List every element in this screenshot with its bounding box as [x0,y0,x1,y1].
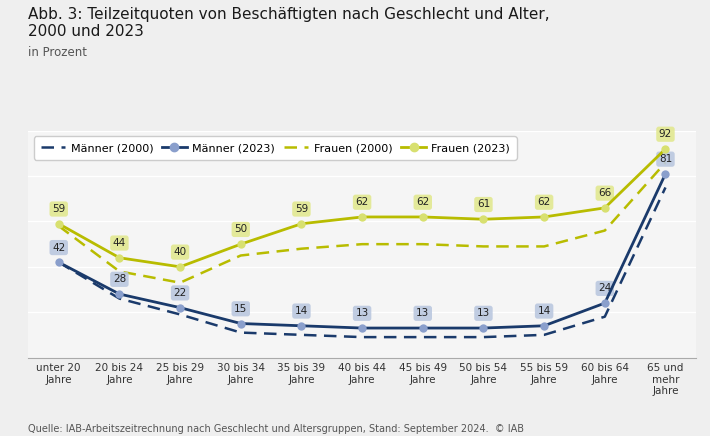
Text: 62: 62 [356,197,368,207]
Text: 13: 13 [356,308,368,318]
Text: 13: 13 [477,308,490,318]
Text: 28: 28 [113,274,126,284]
Text: 50: 50 [234,225,247,235]
Text: 59: 59 [295,204,308,214]
Text: 62: 62 [416,197,430,207]
Text: 2000 und 2023: 2000 und 2023 [28,24,144,39]
Text: 22: 22 [173,288,187,298]
Text: 81: 81 [659,154,672,164]
Text: 40: 40 [173,247,187,257]
Text: 62: 62 [537,197,551,207]
Text: 24: 24 [598,283,611,293]
Text: 44: 44 [113,238,126,248]
Text: 66: 66 [598,188,611,198]
Text: 61: 61 [477,200,490,210]
Text: Quelle: IAB-Arbeitszeitrechnung nach Geschlecht und Altersgruppen, Stand: Septem: Quelle: IAB-Arbeitszeitrechnung nach Ges… [28,424,525,434]
Text: 13: 13 [416,308,430,318]
Text: 14: 14 [537,306,551,316]
Text: 15: 15 [234,304,247,314]
Text: 59: 59 [52,204,65,214]
Text: Abb. 3: Teilzeitquoten von Beschäftigten nach Geschlecht und Alter,: Abb. 3: Teilzeitquoten von Beschäftigten… [28,7,550,21]
Text: 92: 92 [659,129,672,139]
Text: 14: 14 [295,306,308,316]
Text: 42: 42 [52,242,65,252]
Legend: Männer (2000), Männer (2023), Frauen (2000), Frauen (2023): Männer (2000), Männer (2023), Frauen (20… [34,136,517,160]
Text: in Prozent: in Prozent [28,46,87,59]
